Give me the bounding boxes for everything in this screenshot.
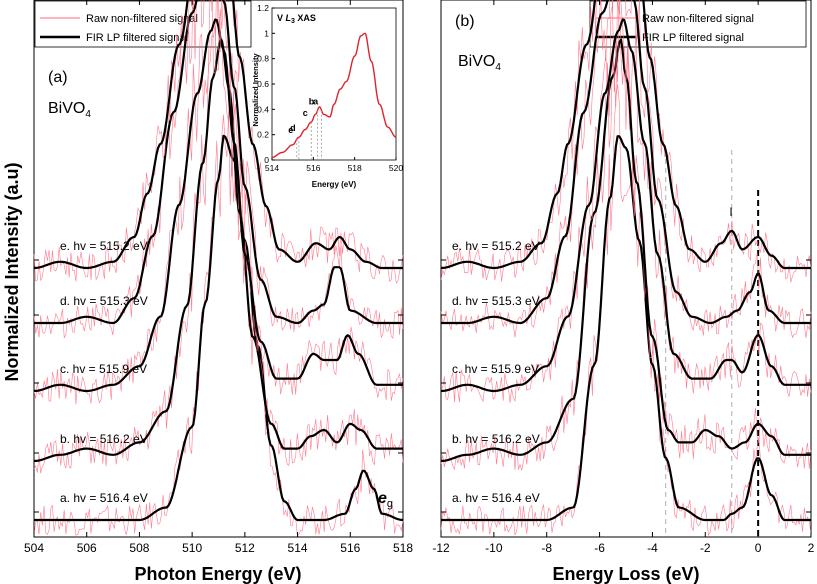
legend-a-filtered-label: FIR LP filtered signal [86, 32, 188, 44]
x-tick-label-a-2: 508 [129, 541, 149, 555]
filtered-trace-b-2 [440, 18, 811, 393]
filtered-trace-b-0 [441, 135, 811, 522]
panel-b: (b) BiVO4 Raw non-filtered signal FIR LP… [432, 0, 815, 584]
trace-label-b-0: a. hv = 516.4 eV [452, 491, 540, 505]
panel-a-label: (a) [48, 69, 68, 86]
traces-b: a. hv = 516.4 eV b. hv = 516.2 eV c. hv = … [440, 0, 812, 537]
legend-a-raw-label: Raw non-filtered signal [86, 13, 198, 25]
panel-b-frame [440, 0, 812, 538]
x-ticks-b: -12 -10 -8 -6 -4 -2 0 2 [432, 0, 815, 555]
inset-y-tick-label-4: 0.8 [257, 54, 269, 64]
legend-a: Raw non-filtered signal FIR LP filtered … [34, 0, 252, 48]
filtered-trace-b-4 [440, 0, 811, 270]
trace-label-b-2: c. hv = 515.9 eV [452, 362, 539, 376]
inset-frame [271, 7, 397, 161]
raw-trace-b-2 [440, 0, 812, 403]
inset-x-tick-label-2: 518 [348, 163, 362, 173]
inset-x-tick-label-3: 520 [389, 163, 403, 173]
panel-a-xlabel: Photon Energy (eV) [134, 564, 301, 584]
trace-label-b-3: d. hv = 515.3 eV [452, 294, 540, 308]
x-ticks-a: 504 506 508 510 512 514 516 518 [24, 0, 413, 555]
x-tick-label-a-3: 510 [182, 541, 202, 555]
raw-trace-a-3 [33, 0, 404, 339]
panel-b-label: (b) [455, 13, 475, 30]
legend-a-box [34, 0, 252, 48]
trace-label-a-1: b. hv = 516.2 eV [60, 432, 148, 446]
inset-y-tick-label-5: 1 [264, 28, 269, 38]
inset-marker-e: e [288, 125, 293, 135]
eg-peak-label: eg [378, 490, 393, 510]
legend-b-filtered-label: FIR LP filtered signal [642, 32, 744, 44]
x-tick-label-a-7: 518 [393, 541, 413, 555]
inset-ylabel: Normalized Intensity [251, 53, 260, 127]
raw-trace-a-0 [33, 110, 404, 537]
inset-title: V L3 XAS [277, 13, 316, 25]
vlines-b [665, 150, 760, 537]
x-tick-label-b-1: -10 [485, 541, 503, 555]
trace-label-a-0: a. hv = 516.4 eV [60, 491, 148, 505]
filtered-trace-a-2 [33, 18, 403, 393]
x-tick-label-b-5: -2 [700, 541, 711, 555]
panel-b-material: BiVO4 [458, 53, 501, 73]
inset-y-tick-label-0: 0 [264, 155, 269, 165]
raw-trace-b-4 [440, 0, 812, 283]
inset-x-tick-label-1: 516 [306, 163, 320, 173]
inset-y-tick-label-1: 0.2 [257, 130, 269, 140]
x-tick-label-b-3: -6 [594, 541, 605, 555]
x-tick-label-b-0: -12 [432, 541, 450, 555]
x-tick-label-a-5: 514 [288, 541, 308, 555]
panel-b-marker: I [729, 205, 732, 219]
inset-xas-curve [271, 32, 397, 159]
x-tick-label-b-7: 2 [808, 541, 815, 555]
inset-y-tick-label-2: 0.4 [257, 104, 269, 114]
inset-y-tick-label-6: 1.2 [257, 3, 269, 13]
filtered-trace-b-3 [441, 0, 811, 325]
x-tick-label-b-2: -8 [541, 541, 552, 555]
x-tick-label-b-6: 0 [755, 541, 762, 555]
trace-label-b-1: b. hv = 516.2 eV [452, 432, 540, 446]
inset-marker-b: b [309, 97, 315, 107]
filtered-trace-a-3 [34, 0, 403, 325]
trace-label-a-3: d. hv = 515.3 eV [60, 294, 148, 308]
x-tick-label-b-4: -4 [647, 541, 658, 555]
panel-b-xlabel: Energy Loss (eV) [552, 564, 699, 584]
traces-a: a. hv = 516.4 eV b. hv = 516.2 eV c. hv = … [33, 0, 404, 537]
inset-marker-c: c [303, 108, 308, 118]
x-tick-label-a-1: 506 [77, 541, 97, 555]
inset-x-tick-label-0: 514 [265, 163, 279, 173]
y-axis-label: Normalized Intensity (a.u) [2, 162, 22, 381]
inset-xas: V L3 XAS Normalized Intensity Energy (eV… [251, 3, 403, 189]
x-tick-label-a-0: 504 [24, 541, 44, 555]
x-tick-label-a-4: 512 [235, 541, 255, 555]
filtered-trace-a-4 [33, 0, 403, 270]
trace-label-a-2: c. hv = 515.9 eV [60, 362, 147, 376]
filtered-trace-a-0 [34, 134, 404, 522]
trace-label-b-4: e. hv = 515.2 eV [452, 239, 540, 253]
inset-y-tick-label-3: 0.6 [257, 79, 269, 89]
inset-xlabel: Energy (eV) [312, 180, 357, 189]
trace-label-a-4: e. hv = 515.2 eV [60, 239, 148, 253]
raw-trace-a-4 [33, 0, 404, 284]
x-tick-label-a-6: 516 [340, 541, 360, 555]
panel-a-material: BiVO4 [48, 100, 91, 120]
inset-marker-a: a [313, 97, 319, 107]
inset-marker-d: d [290, 123, 296, 133]
legend-b-raw-label: Raw non-filtered signal [642, 13, 754, 25]
